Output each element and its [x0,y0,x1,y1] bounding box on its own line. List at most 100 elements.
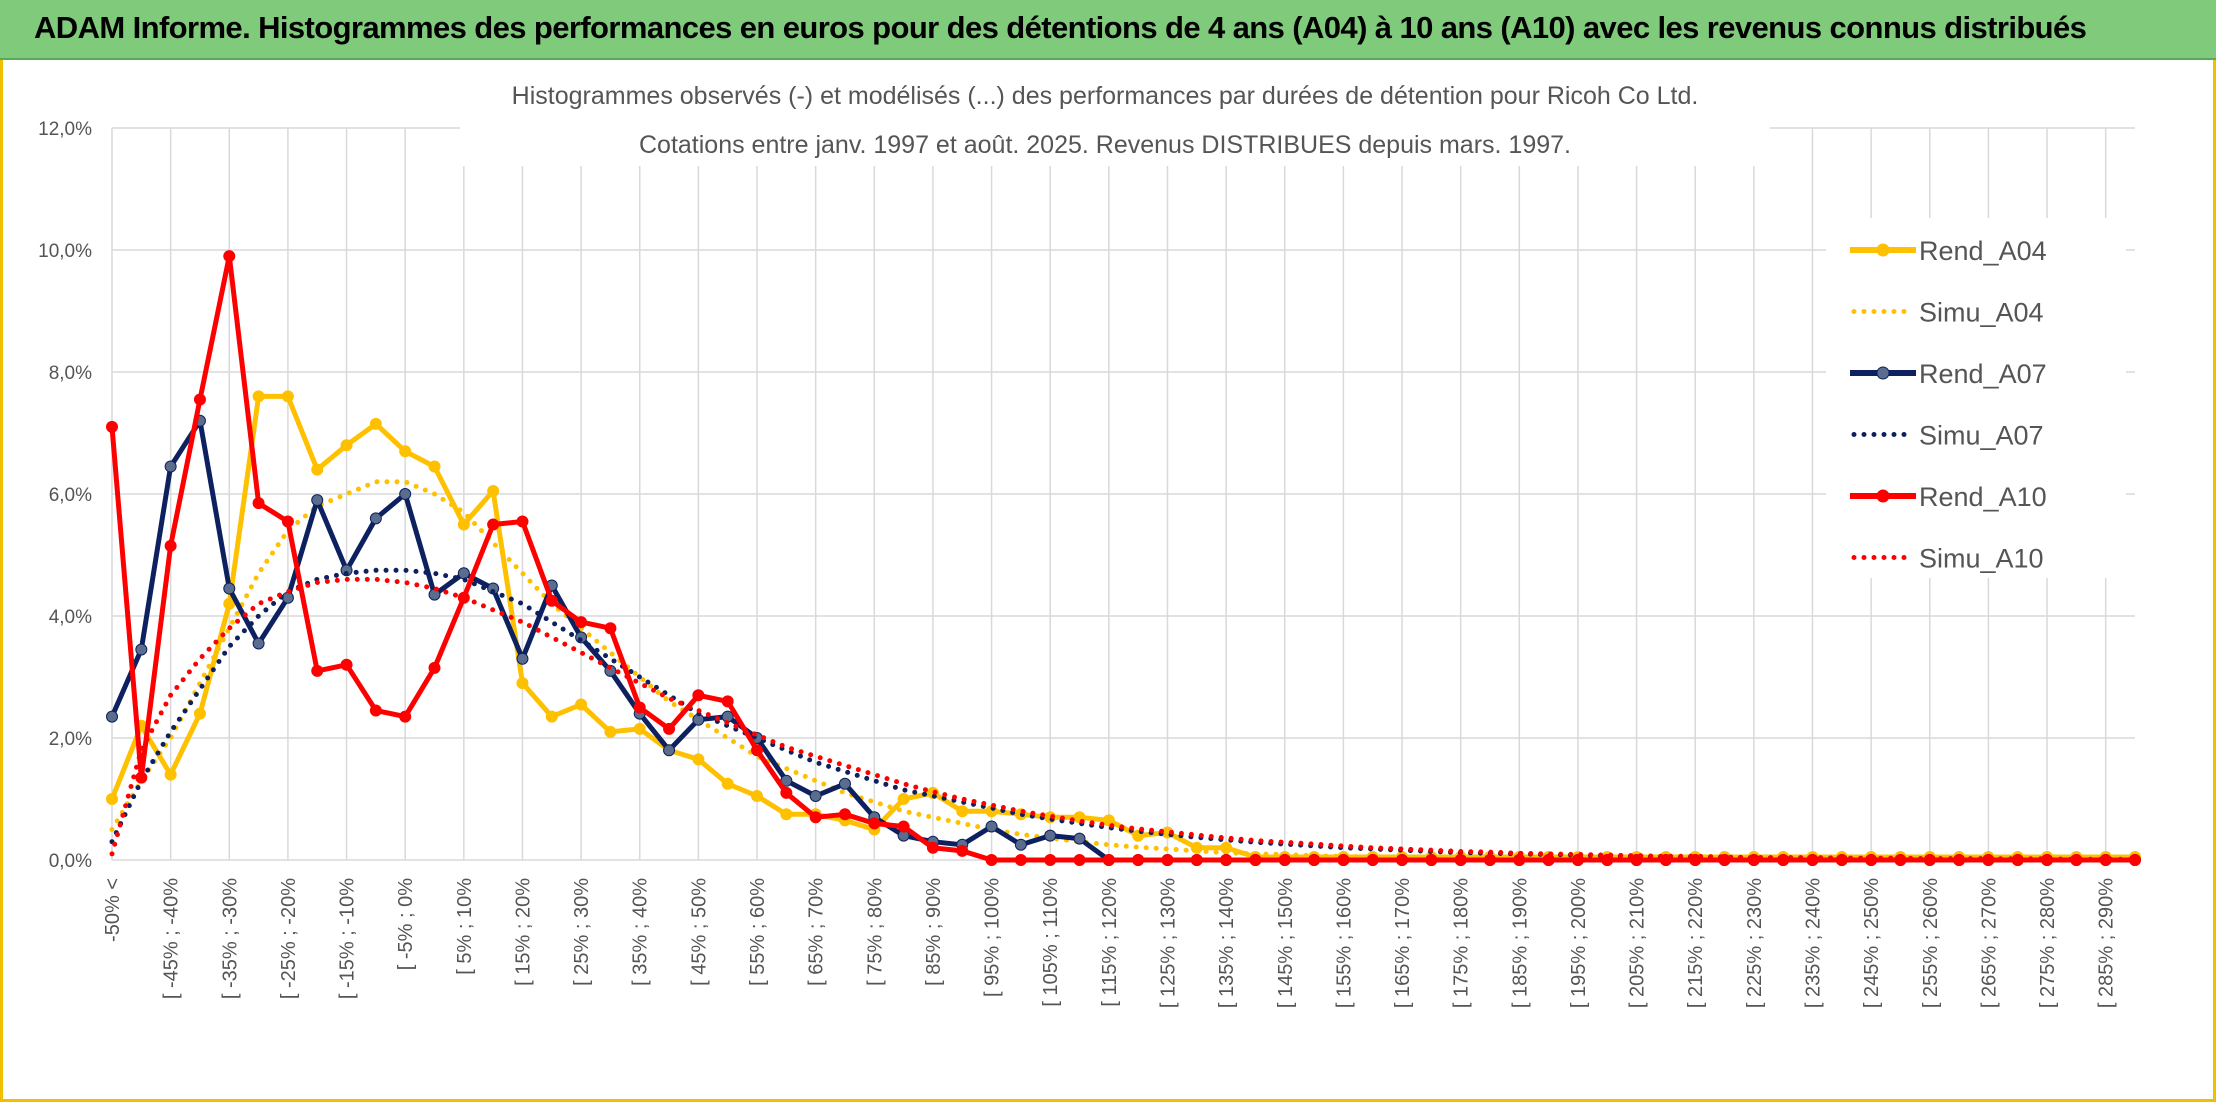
series-rend-a07-point [809,789,822,802]
legend-background [1826,218,2126,578]
x-axis-ticks: -50% < [ -45% ; -40% [ -35% ; -30% [ -25% ;… [102,878,2118,1008]
series-rend-a07-point [428,588,441,601]
series-rend-a04-point [604,725,617,738]
series-rend-a10-point [1073,854,1086,866]
report-header: ADAM Informe. Histogrammes des performan… [0,0,2216,60]
chart-series [106,250,2141,866]
x-tick-label: [ -5% ; 0% [395,878,417,970]
x-tick-label: [ 145% ; 150% [1275,878,1297,1008]
x-tick-label: [ 215% ; 220% [1685,878,1707,1008]
series-rend-a04-point [399,445,412,458]
series-rend-a10-point [780,786,793,799]
x-tick-label: [ 245% ; 250% [1861,878,1883,1008]
series-rend-a04-point [721,777,734,790]
series-rend-a04-point [311,463,324,476]
series-rend-a10-point [868,817,881,830]
performance-histogram-chart: 0,0% 2,0% 4,0% 6,0% 8,0% 10,0% 12,0% -50% < [ -… [38,62,2141,1008]
series-rend-a10-point [751,744,764,757]
x-tick-label: [ -15% ; -10% [337,878,359,999]
series-rend-a10-point [164,539,177,552]
series-rend-a07-point [281,591,294,604]
series-rend-a10-point [809,811,822,824]
x-tick-label: [ 65% ; 70% [806,878,828,986]
series-rend-a10-point [1571,854,1584,866]
x-tick-label: [ 175% ; 180% [1451,878,1473,1008]
series-rend-a07-point [663,744,676,757]
series-rend-a10-point [692,689,705,702]
x-tick-label: [ 45% ; 50% [688,878,710,986]
series-rend-a10-point [1542,854,1555,866]
x-tick-label: [ 275% ; 280% [2037,878,2059,1008]
x-tick-label: [ 135% ; 140% [1216,878,1238,1008]
series-rend-a07-point [1044,829,1057,842]
series-rend-a10-point [575,616,588,629]
y-tick-label: 4,0% [49,607,92,628]
series-rend-a10-point [516,515,529,528]
series-rend-a10-point [838,808,851,821]
series-rend-a10-point [135,771,148,784]
x-tick-label: -50% < [102,878,124,942]
series-rend-a10-point [1190,854,1203,866]
legend-rend-a07-label: Rend_A07 [1919,359,2047,389]
x-tick-label: [ 225% ; 230% [1744,878,1766,1008]
series-rend-a04-point [780,808,793,821]
x-tick-label: [ 5% ; 10% [454,878,476,975]
legend-rend-a10-marker [1876,489,1890,503]
series-rend-a10-point [1161,854,1174,866]
series-rend-a07-point [135,643,148,656]
series-rend-a10-point [721,695,734,708]
series-rend-a10-point [926,841,939,854]
series-rend-a04-point [545,710,558,723]
series-rend-a10-point [1249,854,1262,866]
series-rend-a07-point [1014,838,1027,851]
y-tick-label: 10,0% [38,241,92,262]
series-rend-a07-point [399,488,412,500]
series-rend-a04-point [751,789,764,802]
series-rend-a10-point [487,518,500,531]
x-tick-label: [ 265% ; 270% [1978,878,2000,1008]
y-tick-label: 0,0% [49,851,92,872]
series-rend-a07-point [516,652,529,665]
series-rend-a10-point [1483,854,1496,866]
series-rend-a10-point [1425,854,1438,866]
series-rend-a07-point [311,494,324,507]
x-tick-label: [ 115% ; 120% [1099,878,1121,1007]
series-rend-a10-point [311,664,324,677]
series-rend-a04-point [106,793,118,805]
x-tick-label: [ 15% ; 20% [512,878,534,986]
legend-simu-a10-label: Simu_A10 [1919,544,2044,574]
x-tick-label: [ 75% ; 80% [864,878,886,986]
chart-subtitle: Cotations entre janv. 1997 et août. 2025… [639,131,1571,159]
series-rend-a10-point [193,393,206,406]
series-rend-a10-point [1454,854,1467,866]
series-rend-a10-point [633,701,646,714]
x-tick-label: [ 155% ; 160% [1333,878,1355,1008]
x-tick-label: [ 25% ; 30% [571,878,593,986]
x-tick-label: [ 105% ; 110% [1040,878,1062,1007]
series-rend-a10-point [956,844,969,857]
x-tick-label: [ 85% ; 90% [923,878,945,986]
series-rend-a04-point [164,768,177,781]
y-tick-label: 12,0% [38,119,92,140]
series-rend-a04-point [897,793,910,805]
chart-title: Histogrammes observés (-) et modélisés (… [512,82,1699,110]
x-tick-label: [ -35% ; -30% [219,878,241,999]
y-tick-label: 2,0% [49,729,92,750]
series-rend-a04-point [575,698,588,711]
legend-simu-a07-label: Simu_A07 [1919,421,2044,451]
series-rend-a10-point [1014,854,1027,866]
series-rend-a10-point [369,704,382,717]
x-tick-label: [ 55% ; 60% [747,878,769,986]
title-background [460,62,1770,166]
x-tick-label: [ 35% ; 40% [630,878,652,986]
series-rend-a04-point [193,707,206,720]
x-tick-label: [ 235% ; 240% [1802,878,1824,1008]
series-rend-a04-point [1102,814,1115,827]
series-rend-a10-point [106,420,118,433]
series-rend-a04-point [428,460,441,473]
series-rend-a04-point [281,390,294,403]
series-rend-a10-point [545,594,558,607]
series-rend-a10-point [1396,854,1409,866]
series-rend-a10-point [428,661,441,674]
y-tick-label: 8,0% [49,363,92,384]
